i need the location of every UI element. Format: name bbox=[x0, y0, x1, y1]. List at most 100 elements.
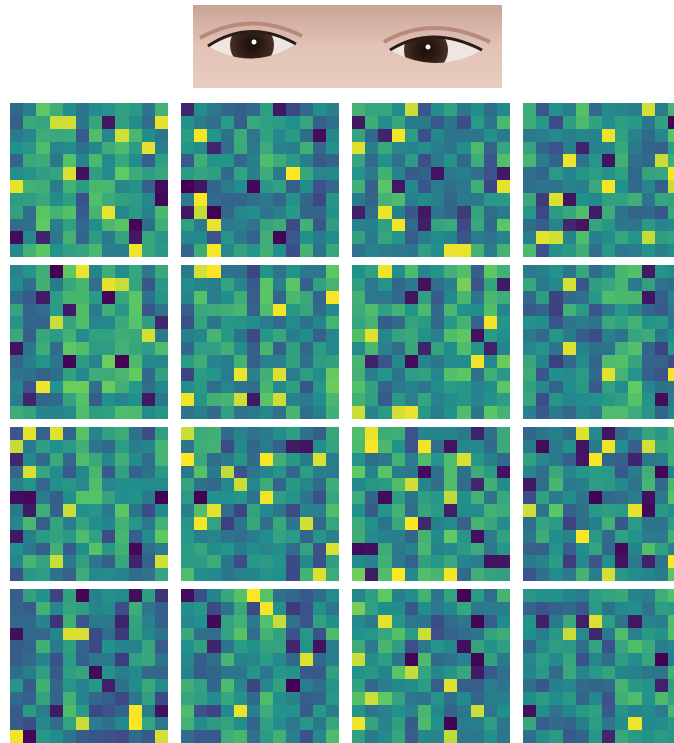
map-cell bbox=[392, 116, 405, 129]
map-cell bbox=[181, 679, 194, 692]
map-cell bbox=[181, 278, 194, 291]
map-cell bbox=[181, 381, 194, 393]
map-cell bbox=[260, 206, 273, 219]
map-cell bbox=[457, 278, 471, 291]
map-cell bbox=[655, 466, 668, 478]
map-cell bbox=[418, 368, 431, 381]
map-cell bbox=[273, 278, 286, 291]
map-cell bbox=[628, 530, 642, 543]
map-cell bbox=[194, 555, 207, 568]
map-cell bbox=[576, 304, 589, 316]
map-cell bbox=[10, 180, 23, 193]
map-cell bbox=[615, 219, 628, 231]
map-cell bbox=[234, 555, 247, 568]
map-cell bbox=[444, 555, 457, 568]
map-cell bbox=[155, 167, 168, 180]
map-cell bbox=[589, 466, 602, 478]
map-cell bbox=[615, 142, 628, 154]
map-cell bbox=[181, 355, 194, 368]
map-cell bbox=[444, 278, 457, 291]
map-cell bbox=[247, 692, 260, 705]
map-cell bbox=[549, 568, 563, 581]
map-cell bbox=[444, 129, 457, 142]
map-cell bbox=[615, 342, 628, 355]
map-cell bbox=[313, 393, 326, 406]
map-cell bbox=[392, 504, 405, 517]
map-cell bbox=[155, 103, 168, 116]
map-cell bbox=[313, 679, 326, 692]
map-cell bbox=[352, 393, 365, 406]
map-cell bbox=[457, 628, 471, 640]
map-cell bbox=[102, 615, 115, 628]
map-cell bbox=[615, 517, 628, 530]
map-cell bbox=[497, 491, 510, 504]
map-cell bbox=[642, 206, 655, 219]
map-cell bbox=[655, 530, 668, 543]
map-cell bbox=[286, 219, 300, 231]
map-cell bbox=[234, 342, 247, 355]
map-cell bbox=[326, 167, 339, 180]
map-cell bbox=[50, 206, 63, 219]
map-cell bbox=[10, 316, 23, 329]
map-cell bbox=[326, 615, 339, 628]
map-cell bbox=[589, 167, 602, 180]
map-cell bbox=[260, 692, 273, 705]
map-cell bbox=[221, 316, 234, 329]
map-cell bbox=[378, 666, 392, 679]
map-cell bbox=[300, 555, 313, 568]
map-cell bbox=[155, 393, 168, 406]
map-cell bbox=[352, 406, 365, 419]
map-cell bbox=[10, 615, 23, 628]
map-cell bbox=[431, 478, 444, 491]
map-cell bbox=[10, 206, 23, 219]
map-cell bbox=[155, 705, 168, 717]
map-cell bbox=[247, 628, 260, 640]
map-cell bbox=[497, 231, 510, 244]
map-cell bbox=[444, 231, 457, 244]
map-cell bbox=[405, 615, 418, 628]
map-cell bbox=[181, 154, 194, 167]
map-cell bbox=[142, 628, 155, 640]
map-cell bbox=[444, 628, 457, 640]
map-cell bbox=[181, 453, 194, 466]
map-cell bbox=[273, 640, 286, 653]
map-cell bbox=[523, 381, 536, 393]
map-cell bbox=[273, 393, 286, 406]
map-cell bbox=[326, 393, 339, 406]
map-cell bbox=[129, 406, 142, 419]
map-cell bbox=[129, 666, 142, 679]
map-cell bbox=[155, 628, 168, 640]
map-cell bbox=[300, 316, 313, 329]
map-cell bbox=[563, 393, 576, 406]
map-cell bbox=[221, 393, 234, 406]
map-cell bbox=[365, 244, 378, 257]
map-cell bbox=[234, 154, 247, 167]
map-cell bbox=[273, 116, 286, 129]
map-cell bbox=[576, 568, 589, 581]
map-cell bbox=[536, 730, 549, 743]
map-cell bbox=[221, 304, 234, 316]
map-cell bbox=[457, 304, 471, 316]
map-cell bbox=[484, 193, 497, 206]
map-cell bbox=[181, 129, 194, 142]
map-cell bbox=[378, 543, 392, 555]
map-cell bbox=[194, 103, 207, 116]
map-cell bbox=[260, 116, 273, 129]
map-cell bbox=[10, 653, 23, 666]
map-cell bbox=[63, 640, 76, 653]
map-cell bbox=[300, 406, 313, 419]
map-cell bbox=[63, 244, 76, 257]
map-cell bbox=[431, 440, 444, 453]
map-cell bbox=[418, 730, 431, 743]
map-cell bbox=[326, 219, 339, 231]
map-cell bbox=[300, 278, 313, 291]
map-cell bbox=[392, 154, 405, 167]
map-cell bbox=[63, 602, 76, 615]
map-cell bbox=[444, 530, 457, 543]
map-cell bbox=[655, 316, 668, 329]
map-cell bbox=[89, 304, 102, 316]
map-cell bbox=[76, 406, 89, 419]
map-cell bbox=[326, 355, 339, 368]
map-cell bbox=[76, 231, 89, 244]
map-cell bbox=[102, 717, 115, 730]
